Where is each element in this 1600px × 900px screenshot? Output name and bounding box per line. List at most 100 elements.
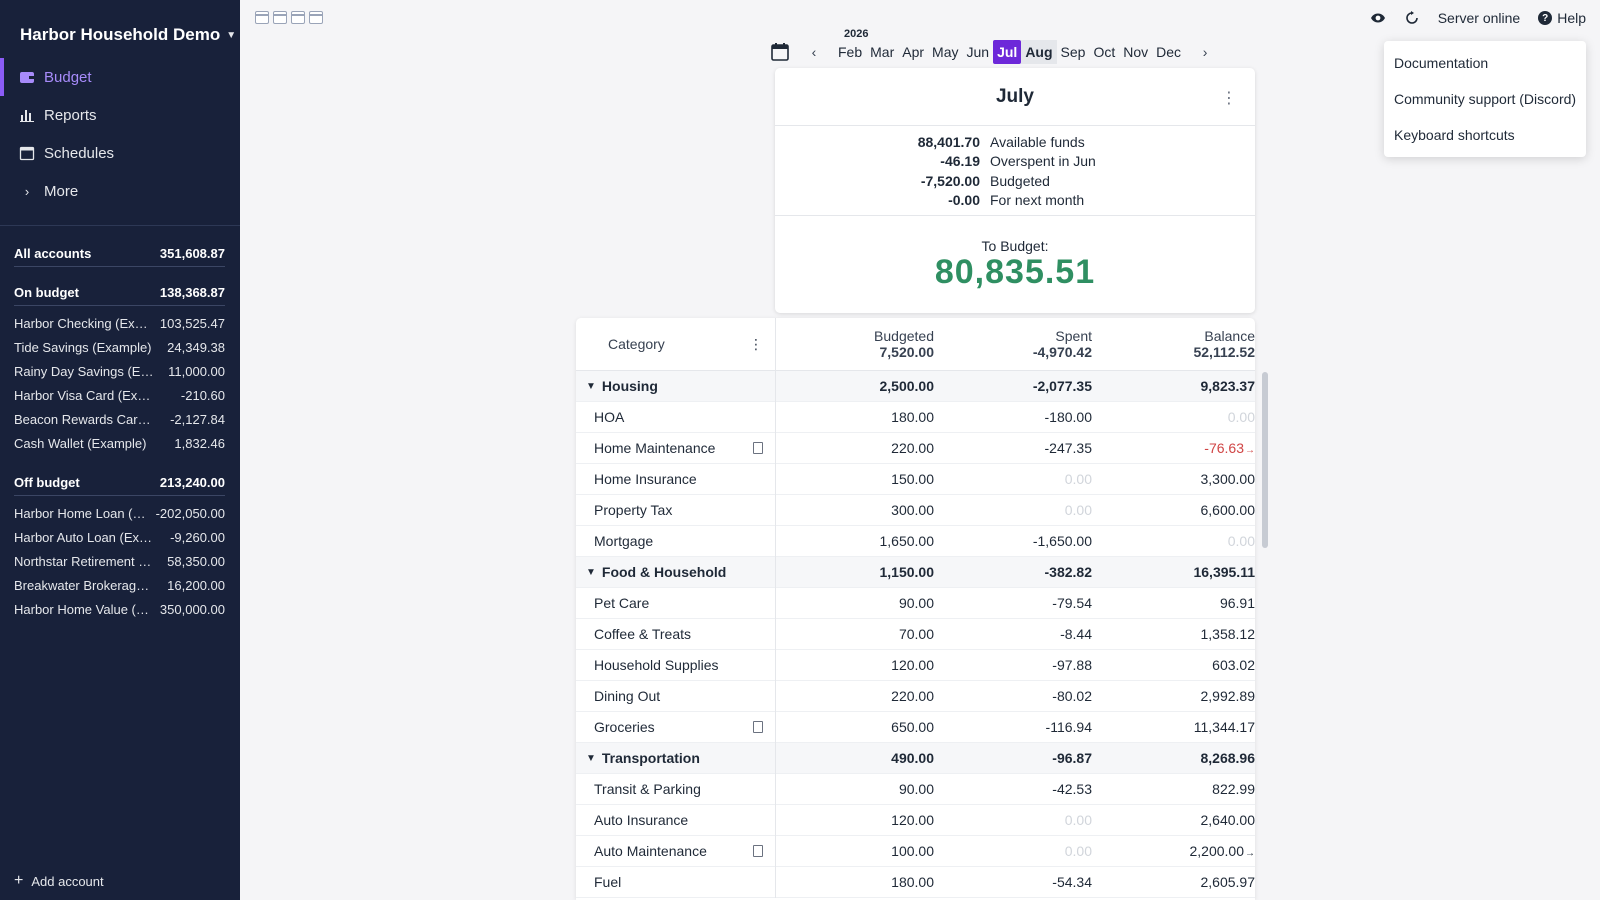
- refresh-icon[interactable]: [1404, 10, 1420, 26]
- calendar-icon[interactable]: [309, 11, 323, 24]
- spent-cell[interactable]: 0.00: [1064, 502, 1092, 518]
- category-cell[interactable]: Coffee & Treats: [576, 618, 776, 650]
- kebab-menu-icon[interactable]: ⋮: [1221, 90, 1237, 107]
- category-cell[interactable]: HOA: [576, 401, 776, 433]
- add-account-button[interactable]: + Add account: [14, 872, 104, 890]
- triangle-down-icon[interactable]: ▼: [586, 566, 596, 578]
- month-sep[interactable]: Sep: [1060, 44, 1086, 60]
- spent-cell[interactable]: 0.00: [1064, 471, 1092, 487]
- budgeted-cell[interactable]: 150.00: [891, 471, 934, 487]
- category-cell[interactable]: Auto Maintenance: [576, 835, 776, 867]
- account-row[interactable]: Tide Savings (Example) 24,349.38: [14, 335, 225, 359]
- balance-cell[interactable]: 0.00: [1092, 409, 1255, 425]
- month-feb[interactable]: Feb: [838, 44, 863, 60]
- off-budget-row[interactable]: Off budget 213,240.00: [14, 470, 225, 496]
- budgeted-cell[interactable]: 1,650.00: [879, 533, 935, 549]
- budgeted-cell[interactable]: 490.00: [891, 750, 934, 766]
- nav-schedules[interactable]: Schedules: [0, 134, 240, 172]
- balance-cell[interactable]: 3,300.00: [1092, 471, 1256, 487]
- nav-budget[interactable]: Budget: [0, 58, 240, 96]
- category-cell[interactable]: ▼ Housing: [576, 370, 776, 402]
- spent-cell[interactable]: -382.82: [1044, 564, 1092, 580]
- balance-cell[interactable]: 9,823.37: [1092, 378, 1256, 394]
- category-cell[interactable]: Pet Care: [576, 587, 776, 619]
- month-aug[interactable]: Aug: [1021, 40, 1057, 64]
- account-row[interactable]: Harbor Visa Card (Example) -210.60: [14, 383, 225, 407]
- all-accounts-row[interactable]: All accounts 351,608.87: [14, 241, 225, 267]
- on-budget-row[interactable]: On budget 138,368.87: [14, 280, 225, 306]
- budgeted-cell[interactable]: 120.00: [891, 657, 934, 673]
- category-cell[interactable]: Home Maintenance: [576, 432, 776, 464]
- month-jun[interactable]: Jun: [966, 44, 990, 60]
- account-row[interactable]: Harbor Home Loan (Example)-202,050.00: [14, 501, 225, 525]
- balance-cell[interactable]: -76.63→: [1092, 440, 1255, 456]
- note-icon[interactable]: [753, 442, 763, 454]
- budgeted-cell[interactable]: 650.00: [891, 719, 934, 735]
- spent-cell[interactable]: -80.02: [1052, 688, 1092, 704]
- balance-cell[interactable]: 96.91: [1092, 595, 1255, 611]
- balance-cell[interactable]: 2,640.00: [1092, 812, 1256, 828]
- spent-cell[interactable]: -2,077.35: [1032, 378, 1092, 394]
- balance-cell[interactable]: 603.02: [1092, 657, 1255, 673]
- category-cell[interactable]: Property Tax: [576, 494, 776, 526]
- spent-cell[interactable]: -79.54: [1052, 595, 1092, 611]
- help-menu-documentation[interactable]: Documentation: [1394, 55, 1489, 71]
- note-icon[interactable]: [753, 721, 763, 733]
- balance-cell[interactable]: 2,992.89: [1092, 688, 1256, 704]
- account-row[interactable]: Cash Wallet (Example) 1,832.46: [14, 431, 225, 455]
- spent-cell[interactable]: -8.44: [1060, 626, 1092, 642]
- nav-more[interactable]: › More: [0, 172, 240, 210]
- help-menu-community-support[interactable]: Community support (Discord): [1394, 91, 1577, 107]
- balance-cell[interactable]: 1,358.12: [1092, 626, 1256, 642]
- spent-cell[interactable]: -247.35: [1044, 440, 1092, 456]
- category-cell[interactable]: Groceries: [576, 711, 776, 743]
- category-cell[interactable]: Home Insurance: [576, 463, 776, 495]
- budgeted-cell[interactable]: 180.00: [891, 874, 934, 890]
- calendar-icon[interactable]: [770, 42, 790, 62]
- month-apr[interactable]: Apr: [902, 44, 925, 60]
- balance-cell[interactable]: 822.99: [1092, 781, 1255, 797]
- category-cell[interactable]: ▼ Transportation: [576, 742, 776, 774]
- triangle-down-icon[interactable]: ▼: [586, 752, 596, 764]
- budgeted-cell[interactable]: 90.00: [898, 781, 934, 797]
- budgeted-cell[interactable]: 70.00: [898, 626, 934, 642]
- balance-cell[interactable]: 0.00: [1092, 533, 1255, 549]
- category-cell[interactable]: Auto Insurance: [576, 804, 776, 836]
- spent-cell[interactable]: -97.88: [1052, 657, 1092, 673]
- spent-cell[interactable]: -1,650.00: [1032, 533, 1092, 549]
- table-scrollbar[interactable]: [1262, 372, 1268, 548]
- kebab-menu-icon[interactable]: ⋮: [749, 335, 763, 352]
- balance-cell[interactable]: 8,268.96: [1092, 750, 1256, 766]
- month-may[interactable]: May: [932, 44, 959, 60]
- budget-name-menu[interactable]: Harbor Household Demo ▼: [20, 25, 236, 45]
- category-cell[interactable]: Fuel: [576, 866, 776, 898]
- account-row[interactable]: Northstar Retirement (Example) 58,350.00: [14, 549, 225, 573]
- spent-cell[interactable]: -54.34: [1052, 874, 1092, 890]
- category-cell[interactable]: Household Supplies: [576, 649, 776, 681]
- budgeted-cell[interactable]: 120.00: [891, 812, 934, 828]
- spent-cell[interactable]: -116.94: [1045, 719, 1092, 735]
- help-menu-keyboard-shortcuts[interactable]: Keyboard shortcuts: [1394, 127, 1515, 143]
- budgeted-cell[interactable]: 300.00: [891, 502, 934, 518]
- account-row[interactable]: Beacon Rewards Card (Example) -2,127.84: [14, 407, 225, 431]
- budgeted-cell[interactable]: 1,150.00: [879, 564, 935, 580]
- budgeted-cell[interactable]: 2,500.00: [879, 378, 935, 394]
- balance-cell[interactable]: 2,200.00→: [1092, 843, 1256, 859]
- spent-cell[interactable]: 0.00: [1064, 843, 1092, 859]
- category-cell[interactable]: Mortgage: [576, 525, 776, 557]
- category-cell[interactable]: Transit & Parking: [576, 773, 776, 805]
- eye-icon[interactable]: [1370, 10, 1386, 26]
- account-row[interactable]: Rainy Day Savings (Example) 11,000.00: [14, 359, 225, 383]
- account-row[interactable]: Harbor Home Value (Example) 350,000.00: [14, 597, 225, 621]
- calendar-icon[interactable]: [273, 11, 287, 24]
- budgeted-cell[interactable]: 90.00: [898, 595, 934, 611]
- budgeted-cell[interactable]: 220.00: [891, 688, 934, 704]
- nav-reports[interactable]: Reports: [0, 96, 240, 134]
- balance-cell[interactable]: 2,605.97: [1092, 874, 1256, 890]
- balance-cell[interactable]: 16,395.11: [1092, 564, 1255, 580]
- balance-cell[interactable]: 11,344.17: [1092, 719, 1255, 735]
- month-jul[interactable]: Jul: [993, 40, 1022, 64]
- spent-cell[interactable]: 0.00: [1064, 812, 1092, 828]
- month-mar[interactable]: Mar: [870, 44, 895, 60]
- budgeted-cell[interactable]: 100.00: [891, 843, 934, 859]
